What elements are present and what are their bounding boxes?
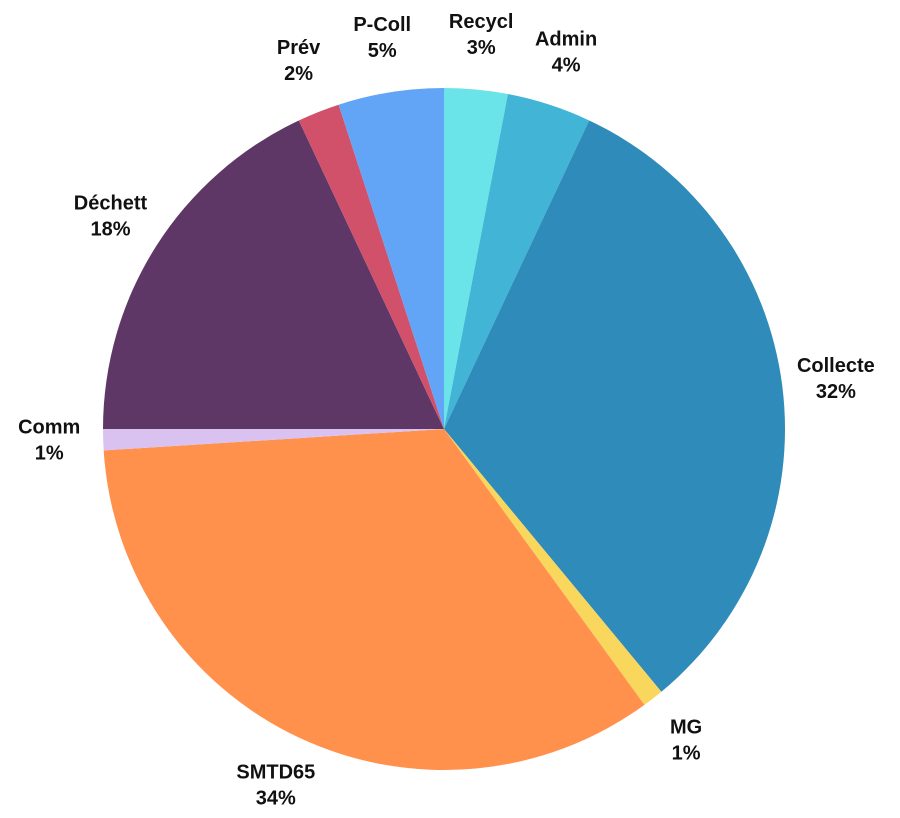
- pie-slice: [444, 429, 662, 705]
- slice-value-label: 4%: [552, 55, 581, 77]
- slice-value-label: 5%: [368, 40, 397, 62]
- slice-label: Collecte: [797, 355, 875, 377]
- pie-slice: [444, 120, 786, 692]
- slice-value-label: 34%: [256, 788, 296, 810]
- slice-value-label: 1%: [35, 443, 64, 465]
- pie-slice: [103, 120, 444, 429]
- slice-label: Comm: [18, 417, 80, 439]
- slice-value-label: 1%: [672, 742, 701, 764]
- pie-slice: [103, 429, 645, 770]
- slice-value-label: 2%: [284, 63, 313, 85]
- slice-label: Déchett: [74, 193, 148, 215]
- slice-label: Admin: [535, 29, 597, 51]
- slice-label: MG: [670, 716, 702, 738]
- pie-slice: [298, 104, 444, 429]
- pie-slice: [444, 94, 590, 430]
- slice-label: Prév: [277, 37, 321, 59]
- slice-value-label: 3%: [467, 37, 496, 59]
- slice-label: Recycl: [449, 11, 514, 33]
- pie-slice: [444, 88, 508, 429]
- slice-label: P-Coll: [353, 14, 411, 36]
- pie-slice: [338, 88, 444, 429]
- pie-slice: [103, 429, 444, 451]
- slice-value-label: 18%: [90, 219, 130, 241]
- slice-label: SMTD65: [236, 762, 315, 784]
- slice-value-label: 32%: [816, 381, 856, 403]
